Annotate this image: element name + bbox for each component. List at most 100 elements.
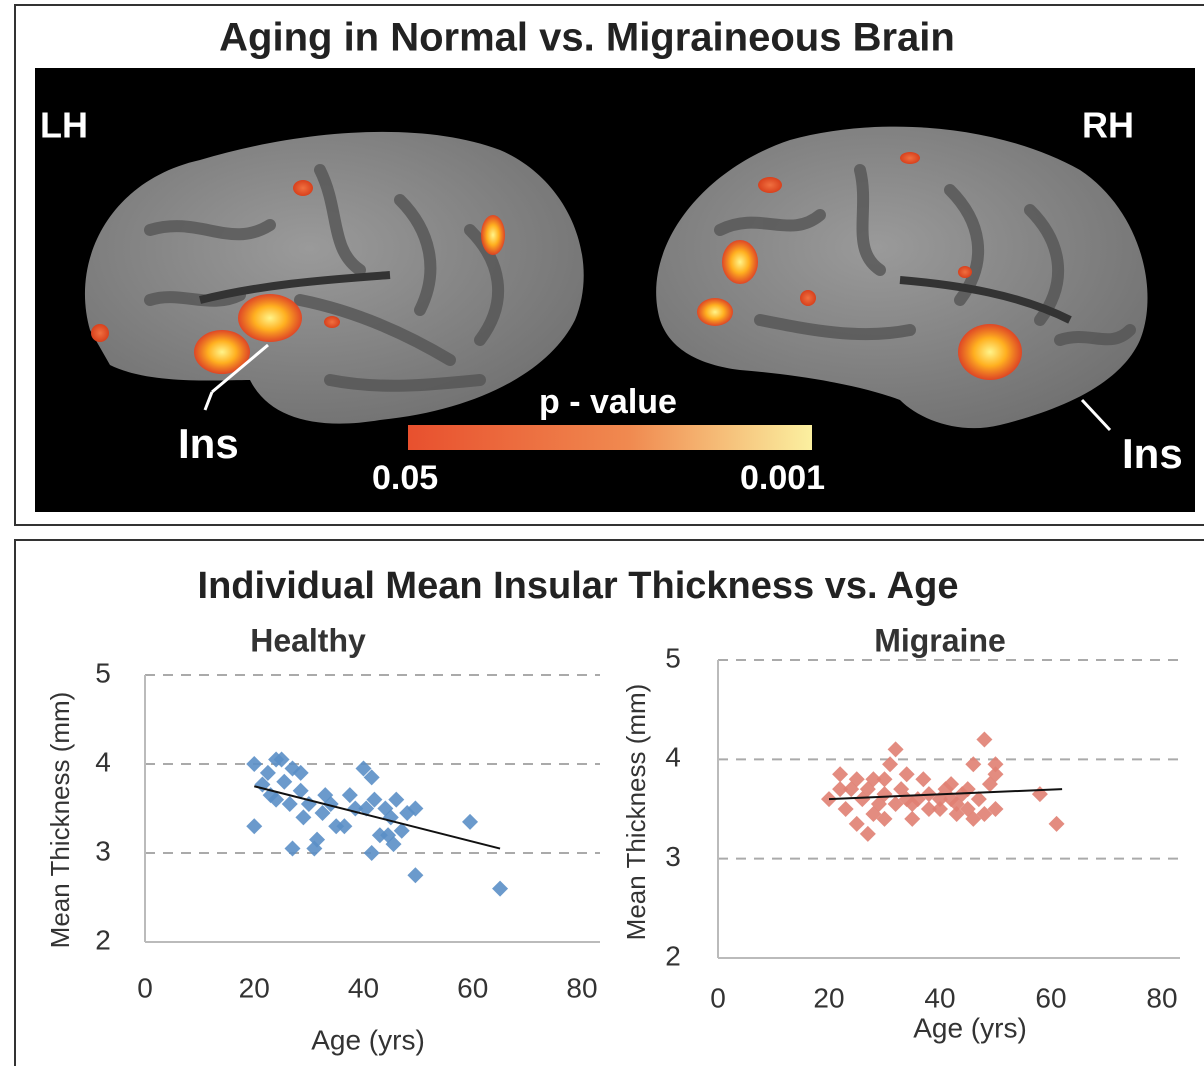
- colorbar-label: 0.001: [740, 459, 825, 497]
- data-point: [492, 880, 509, 897]
- data-point: [965, 756, 982, 773]
- activation: [722, 240, 758, 284]
- data-point: [341, 787, 358, 804]
- y-tick-label: 2: [95, 924, 111, 955]
- hemisphere-label: LH: [40, 105, 88, 146]
- data-point: [268, 791, 285, 808]
- data-point: [832, 781, 849, 798]
- data-point: [915, 771, 932, 788]
- data-point: [295, 809, 312, 826]
- x-tick-label: 20: [239, 972, 270, 1003]
- data-point: [363, 845, 380, 861]
- x-tick-label: 80: [1146, 982, 1177, 1013]
- section-title: Individual Mean Insular Thickness vs. Ag…: [198, 565, 959, 607]
- data-point: [898, 766, 915, 783]
- data-point: [904, 810, 921, 827]
- data-point: [328, 818, 345, 835]
- data-point: [284, 840, 301, 857]
- data-point: [385, 836, 402, 853]
- x-tick-label: 80: [566, 972, 597, 1003]
- x-tick-label: 40: [348, 972, 379, 1003]
- activation: [800, 290, 816, 306]
- data-point: [355, 760, 372, 777]
- x-tick-label: 0: [710, 982, 726, 1013]
- x-tick-label: 60: [457, 972, 488, 1003]
- trend-line: [828, 788, 1063, 801]
- chart-panel: [14, 539, 1204, 1066]
- data-point: [358, 800, 375, 817]
- data-point: [292, 782, 309, 799]
- data-point: [309, 831, 326, 848]
- data-point: [887, 796, 904, 813]
- data-point: [832, 766, 849, 783]
- data-point: [407, 867, 424, 884]
- data-point: [865, 771, 882, 788]
- y-tick-label: 5: [95, 657, 111, 688]
- data-point: [259, 764, 276, 781]
- data-point: [848, 771, 865, 788]
- data-point: [970, 791, 987, 808]
- data-point: [876, 810, 893, 827]
- x-tick-label: 0: [137, 972, 153, 1003]
- activation: [697, 298, 733, 326]
- x-tick-label: 60: [1035, 982, 1066, 1013]
- data-point: [363, 769, 380, 786]
- y-tick-label: 2: [665, 940, 681, 971]
- data-point: [336, 818, 353, 835]
- data-point: [920, 801, 937, 817]
- x-tick-label: 20: [813, 982, 844, 1013]
- data-point: [932, 801, 948, 817]
- data-point: [987, 756, 1004, 773]
- data-point: [393, 822, 410, 839]
- y-tick-label: 4: [665, 742, 681, 773]
- trend-line: [254, 785, 501, 850]
- data-point: [273, 751, 290, 768]
- activation: [293, 180, 313, 196]
- data-point: [859, 825, 876, 842]
- data-point: [987, 801, 1004, 817]
- y-tick-label: 4: [95, 746, 111, 777]
- y-axis-label: Mean Thickness (mm): [45, 692, 75, 949]
- activation: [958, 266, 972, 278]
- hemisphere-label: RH: [1082, 105, 1134, 146]
- data-point: [976, 805, 993, 822]
- data-point: [965, 810, 982, 827]
- data-point: [987, 766, 1004, 783]
- data-point: [943, 776, 960, 793]
- data-point: [276, 773, 293, 790]
- data-point: [882, 756, 899, 773]
- data-point: [837, 801, 854, 817]
- data-point: [976, 731, 993, 748]
- data-point: [388, 791, 405, 808]
- colorbar: [408, 425, 812, 450]
- data-point: [876, 771, 893, 788]
- colorbar-label: 0.05: [372, 459, 438, 497]
- data-point: [371, 827, 388, 844]
- chart-title: Healthy: [250, 622, 366, 658]
- activation: [900, 152, 920, 164]
- data-point: [943, 791, 960, 808]
- y-axis-label: Mean Thickness (mm): [621, 684, 651, 941]
- data-point: [322, 796, 339, 813]
- activation: [194, 330, 250, 374]
- panel-title: Aging in Normal vs. Migraineous Brain: [219, 16, 955, 60]
- data-point: [314, 804, 331, 821]
- data-point: [292, 764, 309, 781]
- chart-title: Migraine: [874, 622, 1006, 658]
- y-tick-label: 5: [665, 642, 681, 673]
- data-point: [246, 756, 263, 772]
- data-point: [462, 813, 479, 830]
- data-point: [407, 800, 424, 817]
- activation: [91, 324, 109, 342]
- region-label: Ins: [178, 420, 239, 467]
- activation: [324, 316, 340, 328]
- data-point: [366, 791, 383, 808]
- activation: [958, 324, 1022, 380]
- activation: [758, 177, 782, 193]
- activation: [481, 215, 505, 255]
- activation: [238, 294, 302, 342]
- data-point: [848, 815, 865, 832]
- x-axis-label: Age (yrs): [913, 1012, 1027, 1043]
- data-point: [948, 805, 965, 822]
